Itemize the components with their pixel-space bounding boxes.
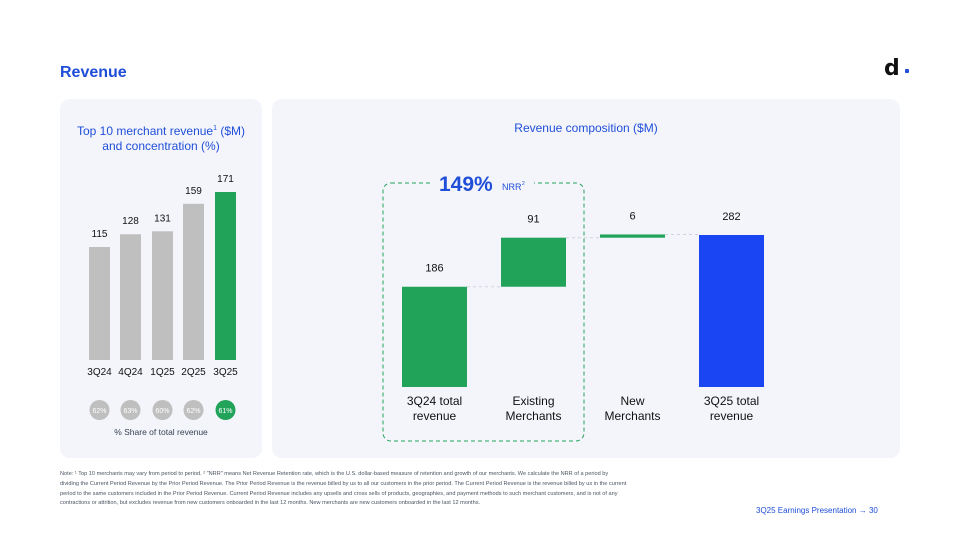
left-title-main: Top 10 merchant revenue <box>77 124 214 138</box>
top-merchant-bar <box>120 234 141 360</box>
share-pill-label: 60% <box>155 408 169 415</box>
top-merchant-bar <box>152 231 173 360</box>
waterfall-bar <box>600 234 665 238</box>
waterfall-bar <box>699 235 764 387</box>
top-merchant-bar <box>215 192 236 360</box>
company-logo: d <box>884 56 900 81</box>
waterfall-x-label: Merchants <box>604 409 660 423</box>
share-pill <box>120 400 141 420</box>
top-merchant-bar <box>183 203 204 360</box>
revenue-composition-title: Revenue composition ($M) <box>514 121 658 135</box>
share-pill <box>215 400 236 420</box>
footer-reference: 3Q25 Earnings Presentation → 30 <box>756 506 878 515</box>
nrr-footnote-mark: 2 <box>522 181 525 187</box>
top-merchant-x-label: 3Q25 <box>213 367 238 378</box>
footnote-line: period to the same customers included in… <box>60 490 618 497</box>
logo-dot <box>905 69 909 73</box>
left-title-footnote-mark: 1 <box>213 125 217 132</box>
share-pill <box>89 400 110 420</box>
waterfall-x-label: New <box>620 394 644 408</box>
top-merchant-bar <box>89 247 110 360</box>
nrr-value: 149% <box>439 173 493 196</box>
top-merchants-chart-title: Top 10 merchant revenue1 ($M) and concen… <box>60 121 262 154</box>
waterfall-value-label: 186 <box>425 263 443 275</box>
footnote-line: contractions or attrition, but excludes … <box>60 500 481 507</box>
revenue-composition-panel <box>272 99 900 458</box>
share-pill-label: 62% <box>186 408 200 415</box>
share-pill-label: 62% <box>92 408 106 415</box>
waterfall-bar <box>501 237 566 287</box>
page-number: 30 <box>868 506 878 515</box>
share-pill-label: 63% <box>123 408 137 415</box>
left-title-unit: ($M) <box>217 124 245 138</box>
waterfall-x-label: revenue <box>413 409 457 423</box>
waterfall-bar <box>402 286 467 387</box>
page-title: Revenue <box>60 64 127 81</box>
arrow-right-icon: → <box>858 506 867 515</box>
top-merchant-x-label: 1Q25 <box>150 367 175 378</box>
share-pill-label: 61% <box>218 408 232 415</box>
top-merchant-value-label: 171 <box>217 174 234 185</box>
nrr-label-backdrop <box>432 172 534 194</box>
top-merchant-x-label: 4Q24 <box>118 367 143 378</box>
waterfall-value-label: 6 <box>629 210 635 222</box>
waterfall-x-label: 3Q25 total <box>704 394 759 408</box>
waterfall-x-label: Existing <box>512 394 554 408</box>
footnote: Note: ¹ Top 10 merchants may vary from p… <box>60 470 740 509</box>
left-title-line2: and concentration (%) <box>102 139 220 153</box>
waterfall-value-label: 282 <box>722 211 740 223</box>
presentation-name: 3Q25 Earnings Presentation <box>756 506 857 515</box>
footnote-line: dividing the Current Period Revenue by t… <box>60 480 627 487</box>
top-merchant-value-label: 159 <box>185 186 202 197</box>
share-pill <box>152 400 173 420</box>
waterfall-value-label: 91 <box>527 214 539 226</box>
waterfall-x-label: revenue <box>710 409 754 423</box>
top-merchant-value-label: 131 <box>154 213 171 224</box>
nrr-label: NRR <box>502 182 522 192</box>
waterfall-x-label: Merchants <box>505 409 561 423</box>
waterfall-x-label: 3Q24 total <box>407 394 462 408</box>
top-merchant-x-label: 2Q25 <box>181 367 206 378</box>
top-merchant-x-label: 3Q24 <box>87 367 112 378</box>
top-merchant-value-label: 115 <box>92 229 108 240</box>
share-caption: % Share of total revenue <box>114 427 208 437</box>
share-pill <box>183 400 204 420</box>
top-merchant-value-label: 128 <box>122 216 139 227</box>
footnote-line: Note: ¹ Top 10 merchants may vary from p… <box>60 471 609 477</box>
